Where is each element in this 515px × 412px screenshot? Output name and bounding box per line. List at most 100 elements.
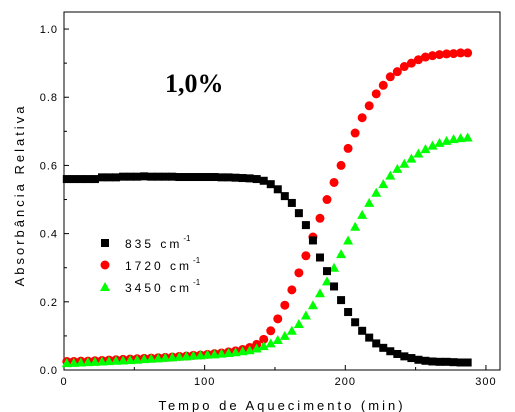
- data-point-square: [62, 175, 71, 184]
- data-point-circle: [385, 72, 395, 82]
- data-point-circle: [413, 55, 423, 65]
- data-point-square: [252, 175, 261, 184]
- y-tick-label: 0.4: [40, 229, 58, 241]
- data-point-square: [168, 172, 177, 181]
- data-point-triangle: [223, 347, 234, 357]
- data-point-circle: [280, 300, 290, 310]
- data-point-triangle: [413, 148, 424, 158]
- data-point-square: [245, 174, 254, 183]
- legend-label-superscript: -1: [183, 234, 191, 243]
- data-point-triangle: [441, 135, 452, 145]
- series-triangle: [61, 132, 473, 368]
- data-point-circle: [442, 49, 452, 59]
- legend-item: 835 cm -1: [101, 234, 191, 251]
- x-tick-label: 100: [194, 376, 215, 388]
- data-point-square: [287, 198, 296, 207]
- data-point-triangle: [307, 300, 318, 310]
- data-point-circle: [357, 113, 367, 123]
- data-point-triangle: [286, 325, 297, 335]
- data-point-triangle: [406, 153, 417, 163]
- data-point-square: [407, 354, 416, 363]
- data-point-triangle: [329, 262, 340, 272]
- data-point-square: [428, 357, 437, 366]
- data-point-circle: [449, 49, 459, 59]
- data-point-triangle: [139, 354, 150, 364]
- data-point-circle: [456, 48, 466, 58]
- data-point-triangle: [104, 356, 115, 366]
- data-point-circle: [350, 128, 360, 138]
- legend-label: 1720 cm: [125, 259, 192, 273]
- data-point-triangle: [230, 347, 241, 357]
- data-point-circle: [371, 89, 381, 99]
- data-point-triangle: [89, 356, 100, 366]
- data-point-circle: [259, 334, 269, 344]
- data-point-square: [386, 347, 395, 356]
- data-point-triangle: [75, 357, 86, 367]
- data-point-square: [175, 173, 184, 182]
- data-point-circle: [420, 52, 430, 62]
- y-axis-label: Absorbância Relativa: [12, 104, 27, 287]
- data-point-triangle: [336, 249, 347, 259]
- data-point-triangle: [265, 338, 276, 348]
- data-point-triangle: [427, 140, 438, 150]
- data-point-square: [210, 173, 219, 182]
- y-tick-label: 0.8: [40, 92, 58, 104]
- data-point-square: [90, 175, 99, 184]
- data-point-square: [76, 175, 85, 184]
- data-point-triangle: [160, 352, 171, 362]
- concentration-annotation: 1,0%: [165, 69, 224, 98]
- data-point-circle: [364, 101, 374, 111]
- data-point-square: [154, 172, 163, 181]
- data-point-triangle: [343, 235, 354, 245]
- data-point-square: [105, 173, 114, 182]
- marks-layer: [61, 48, 473, 368]
- data-point-square: [463, 358, 472, 367]
- data-point-square: [344, 308, 353, 317]
- data-point-square: [224, 173, 233, 182]
- data-point-triangle: [216, 348, 227, 358]
- data-point-circle: [406, 58, 416, 68]
- data-point-square: [97, 173, 106, 182]
- data-point-triangle: [209, 349, 220, 359]
- data-point-circle: [435, 50, 445, 60]
- data-point-triangle: [188, 350, 199, 360]
- data-point-triangle: [68, 357, 79, 367]
- data-point-square: [273, 185, 282, 194]
- legend-label-superscript: -1: [193, 278, 201, 287]
- legend-label-superscript: -1: [193, 256, 201, 265]
- data-point-circle: [266, 326, 276, 336]
- data-point-triangle: [195, 350, 206, 360]
- data-point-circle: [322, 195, 332, 205]
- legend-label: 835 cm: [125, 237, 182, 251]
- data-point-circle: [427, 51, 437, 61]
- data-point-triangle: [132, 354, 143, 364]
- data-point-square: [337, 296, 346, 305]
- data-point-triangle: [237, 346, 248, 356]
- data-point-triangle: [279, 330, 290, 340]
- data-point-square: [112, 173, 121, 182]
- data-point-square: [301, 221, 310, 230]
- data-point-circle: [315, 213, 325, 223]
- data-point-square: [308, 236, 317, 245]
- data-point-square: [421, 356, 430, 365]
- data-point-triangle: [118, 355, 129, 365]
- data-point-square: [435, 357, 444, 366]
- data-point-square: [365, 333, 374, 342]
- plot-frame: [63, 11, 501, 371]
- data-point-square: [231, 173, 240, 182]
- data-point-square: [217, 173, 226, 182]
- data-point-square: [161, 172, 170, 181]
- data-point-square: [379, 343, 388, 352]
- data-point-square: [330, 282, 339, 291]
- data-point-square: [238, 174, 247, 183]
- data-point-triangle: [350, 221, 361, 231]
- data-point-circle: [287, 285, 297, 295]
- data-point-square: [372, 339, 381, 348]
- data-point-square: [400, 352, 409, 361]
- data-point-square: [449, 358, 458, 367]
- legend-label: 3450 cm: [125, 281, 192, 295]
- data-point-square: [358, 326, 367, 335]
- legend-item: 3450 cm -1: [100, 278, 201, 295]
- data-point-triangle: [61, 358, 72, 368]
